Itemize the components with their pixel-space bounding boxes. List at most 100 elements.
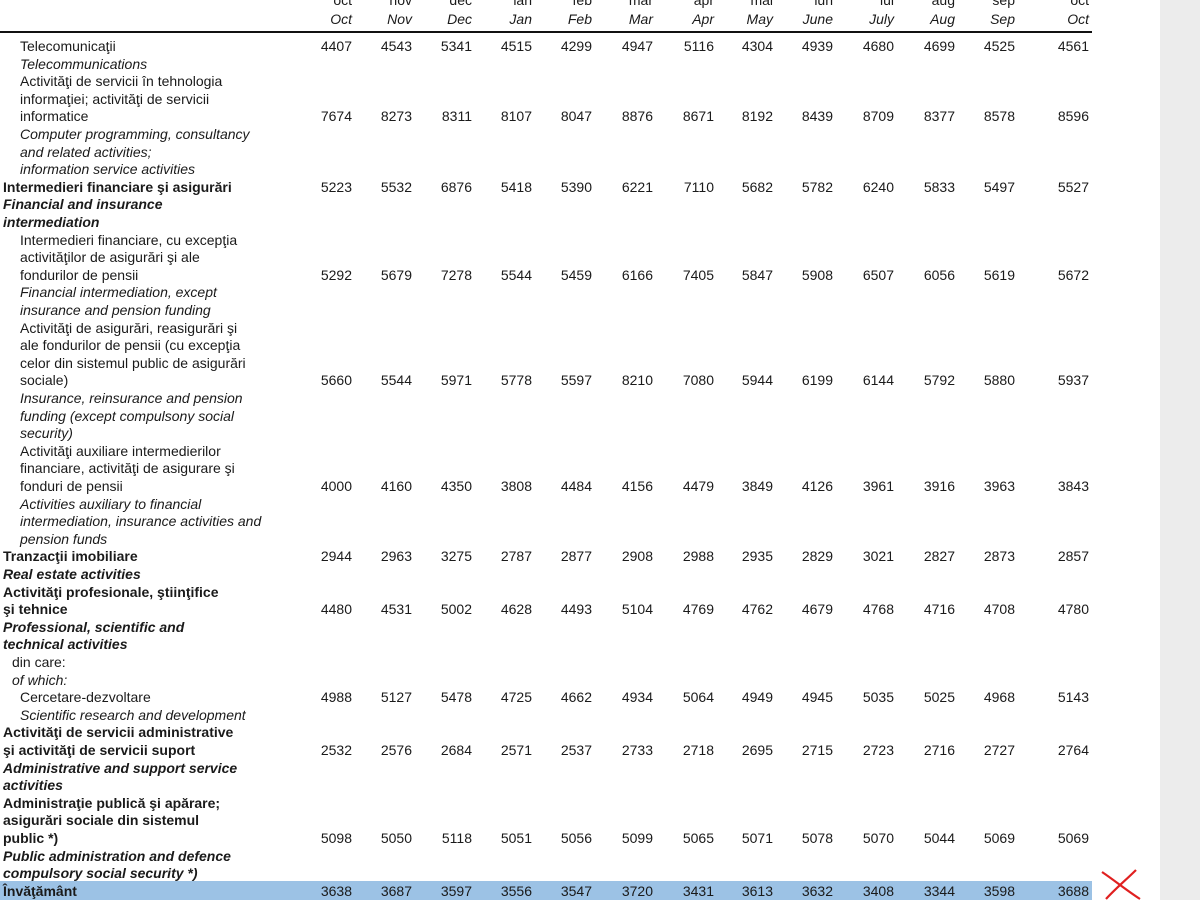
cell-value: 6144 [862, 372, 894, 389]
cell-value: 4780 [1057, 601, 1089, 618]
cell-value: 2877 [560, 548, 592, 565]
cell-value: 3408 [862, 882, 894, 899]
header-ro: iul [879, 0, 894, 8]
cell-value: 8876 [621, 108, 653, 125]
cell-value: 2944 [320, 548, 352, 565]
cell-value: 2695 [741, 742, 773, 758]
header-en: Mar [628, 11, 653, 27]
cell-value: 5069 [1057, 830, 1089, 846]
cell-value: 2715 [801, 742, 833, 758]
cell-value: 4662 [560, 689, 592, 706]
cell-value: 5880 [983, 372, 1015, 389]
label-en: Financial and insurance [3, 196, 163, 213]
cell-value: 5544 [500, 266, 532, 283]
cell-value: 7278 [440, 266, 472, 283]
cell-value: 2873 [983, 548, 1015, 565]
header-en: Aug [930, 11, 955, 27]
label-ro: Intermedieri financiare, cu excepţia [20, 231, 238, 248]
cell-value: 5078 [801, 830, 833, 846]
label-ro: ale fondurilor de pensii (cu excepţia [20, 337, 241, 354]
cell-value: 3431 [682, 882, 714, 899]
header-en: Oct [1067, 11, 1089, 27]
label-en: Financial intermediation, except [20, 284, 217, 301]
cell-value: 3598 [983, 882, 1015, 899]
cell-value: 5065 [682, 830, 714, 846]
cell-value: 5937 [1057, 372, 1089, 389]
label-en: Telecommunications [20, 55, 148, 72]
cell-value: 5051 [500, 830, 532, 846]
cell-value: 3849 [741, 478, 773, 494]
cell-value: 2532 [320, 742, 352, 758]
label-en: of which: [12, 671, 68, 688]
header-ro: sep [992, 0, 1015, 8]
header-en: Dec [447, 11, 472, 27]
label-en: security) [20, 425, 73, 442]
label-en: Administrative and support service [3, 759, 238, 776]
header-rule [0, 31, 1092, 33]
cell-value: 4156 [621, 478, 653, 494]
cell-value: 3344 [923, 882, 955, 899]
cell-value: 4680 [862, 38, 894, 54]
cell-value: 5104 [621, 601, 653, 618]
header-ro: ian [513, 0, 532, 8]
header-en: Nov [387, 11, 412, 27]
cell-value: 7405 [682, 266, 714, 283]
cell-value: 4939 [801, 38, 833, 54]
label-ro: Activităţi de servicii administrative [3, 724, 234, 741]
cell-value: 2684 [440, 742, 472, 758]
cell-value: 4484 [560, 478, 592, 494]
cell-value: 2537 [560, 742, 592, 758]
cell-value: 5679 [380, 266, 412, 283]
label-en: technical activities [3, 636, 128, 653]
cell-value: 2723 [862, 742, 894, 758]
label-ro: din care: [12, 654, 66, 670]
header-ro: apr [693, 0, 714, 8]
cell-value: 3638 [320, 882, 352, 899]
cell-value: 5127 [380, 689, 412, 706]
cell-value: 5660 [320, 372, 352, 389]
cell-value: 2716 [923, 742, 955, 758]
label-ro: public *) [3, 830, 59, 846]
cell-value: 4988 [320, 689, 352, 706]
cell-value: 3961 [862, 478, 894, 494]
cell-value: 5497 [983, 178, 1015, 195]
label-ro: fondurilor de pensii [20, 266, 139, 283]
cell-value: 4515 [500, 38, 532, 54]
header-en: July [869, 11, 894, 27]
label-ro: informatice [20, 108, 89, 125]
label-en: Public administration and defence [3, 847, 231, 864]
cell-value: 5478 [440, 689, 472, 706]
cell-value: 3843 [1057, 478, 1089, 494]
cell-value: 4947 [621, 38, 653, 54]
cell-value: 5390 [560, 178, 592, 195]
cell-value: 8596 [1057, 108, 1089, 125]
cell-value: 3916 [923, 478, 955, 494]
cell-value: 5833 [923, 178, 955, 195]
cell-value: 8578 [983, 108, 1015, 125]
header-ro: iun [814, 0, 833, 8]
cell-value: 5778 [500, 372, 532, 389]
red-x-mark [1101, 869, 1141, 900]
cell-value: 4699 [923, 38, 955, 54]
cell-value: 3547 [560, 882, 592, 899]
cell-value: 5418 [500, 178, 532, 195]
cell-value: 4769 [682, 601, 714, 618]
cell-value: 4716 [923, 601, 955, 618]
header-ro: nov [389, 0, 412, 8]
label-en: intermediation [3, 214, 100, 230]
cell-value: 3275 [440, 548, 472, 565]
cell-value: 2988 [682, 548, 714, 565]
label-en: Insurance, reinsurance and pension [20, 390, 243, 406]
cell-value: 8273 [380, 108, 412, 125]
cell-value: 3556 [500, 882, 532, 899]
label-en: Professional, scientific and [3, 618, 185, 635]
cell-value: 2576 [380, 742, 412, 758]
label-en: and related activities; [20, 143, 152, 160]
cell-value: 5908 [801, 266, 833, 283]
cell-value: 3808 [500, 478, 532, 494]
cell-value: 4708 [983, 601, 1015, 618]
header-ro: mar [628, 0, 653, 8]
cell-value: 4350 [440, 478, 472, 494]
cell-value: 5532 [380, 178, 412, 195]
